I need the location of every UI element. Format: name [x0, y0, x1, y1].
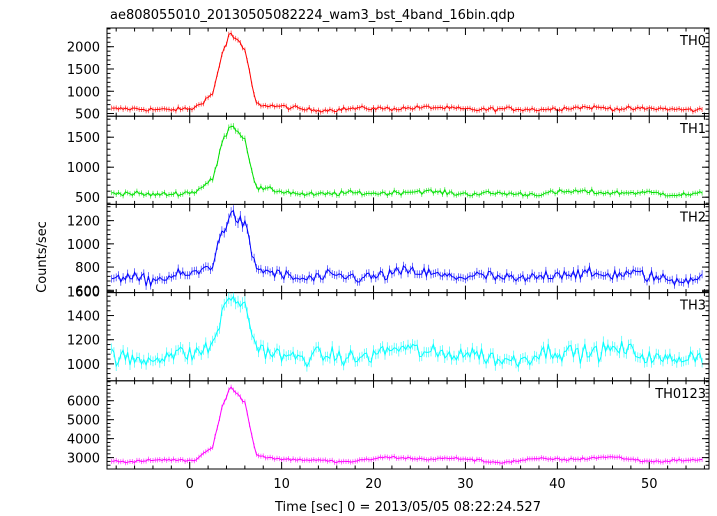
- y-tick-label: 6000: [67, 395, 100, 410]
- data-line: [111, 295, 703, 369]
- panel-th0123: 3000 4000 5000 6000 TH0123: [67, 380, 710, 470]
- panel-label: TH3: [679, 299, 706, 314]
- y-tick-label: 1400: [67, 310, 100, 325]
- data-line: [111, 386, 703, 464]
- y-tick-label: 4000: [67, 433, 100, 448]
- panel-frame: [106, 203, 710, 294]
- series-th3: [111, 292, 703, 372]
- panel-label: TH2: [679, 210, 706, 225]
- x-tick-label: 30: [457, 477, 474, 492]
- panel-frame: [106, 27, 710, 117]
- y-tick-label: 800: [75, 261, 100, 276]
- y-tick-label: 600: [75, 284, 100, 299]
- y-axis-label: Counts/sec: [35, 221, 50, 293]
- series-th0: [111, 30, 703, 115]
- x-tick-label: 20: [365, 477, 382, 492]
- panel-th3: 1000 1200 1400 1600 TH3: [67, 285, 710, 382]
- y-tick-label: 500: [75, 191, 100, 206]
- series-th1: [111, 123, 703, 199]
- x-tick-label: 10: [273, 477, 290, 492]
- panel-label: TH1: [679, 122, 706, 137]
- panel-th2: 600 800 1000 1200 TH2: [67, 203, 710, 299]
- error-bars: [111, 292, 703, 372]
- series-th2: [111, 205, 703, 290]
- panel-th0: 500 1000 1500 2000 TH0: [67, 27, 710, 123]
- y-tick-label: 500: [75, 108, 100, 123]
- series-th0123: [111, 384, 703, 466]
- error-bars: [111, 384, 703, 466]
- panel-frame: [106, 380, 710, 470]
- y-tick-label: 1200: [67, 334, 100, 349]
- y-tick-label: 1500: [67, 131, 100, 146]
- y-tick-label: 1000: [67, 238, 100, 253]
- y-tick-label: 2000: [67, 41, 100, 56]
- data-line: [111, 125, 703, 197]
- panel-frame: [106, 292, 710, 382]
- y-tick-label: 1000: [67, 358, 100, 373]
- error-bars: [111, 30, 703, 115]
- chart-title: ae808055010_20130505082224_wam3_bst_4ban…: [110, 8, 515, 23]
- panel-label: TH0: [679, 34, 706, 49]
- error-bars: [111, 123, 703, 199]
- y-tick-label: 1600: [67, 285, 100, 300]
- data-line: [111, 32, 703, 113]
- y-tick-label: 5000: [67, 414, 100, 429]
- panel-th1: 500 1000 1500 TH1: [67, 115, 710, 206]
- y-tick-label: 1000: [67, 85, 100, 100]
- x-tick-label: 0: [186, 477, 194, 492]
- y-tick-label: 1200: [67, 215, 100, 230]
- x-axis-label: Time [sec] 0 = 2013/05/05 08:22:24.527: [274, 500, 541, 515]
- y-tick-label: 1000: [67, 161, 100, 176]
- data-line: [111, 209, 703, 288]
- x-tick-label: 50: [641, 477, 658, 492]
- panel-label: TH0123: [654, 387, 706, 402]
- x-tick-label: 40: [549, 477, 566, 492]
- y-tick-label: 1500: [67, 63, 100, 78]
- y-tick-label: 3000: [67, 452, 100, 467]
